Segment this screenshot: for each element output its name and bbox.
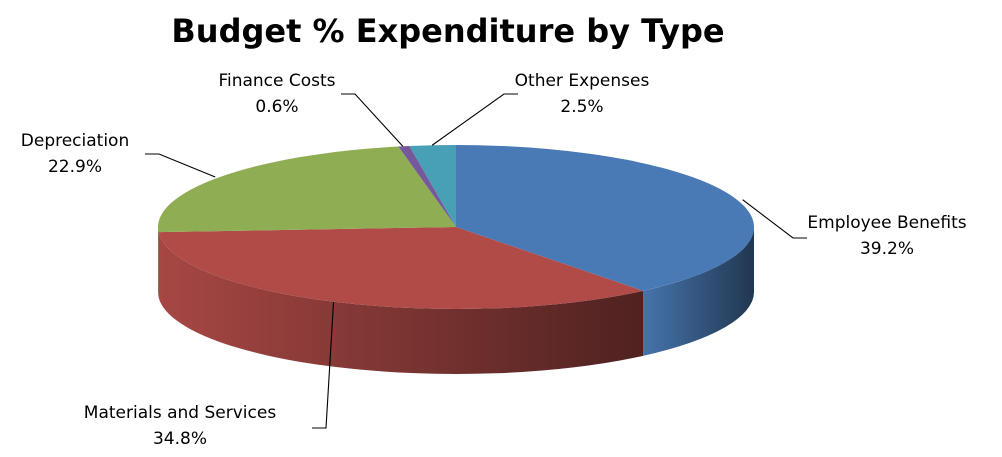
leader-line-1: [742, 199, 807, 239]
slice-label-4: Finance Costs: [218, 71, 335, 91]
pie-slice-side-3: [158, 227, 159, 298]
pie-slices: [158, 145, 754, 309]
slice-label-1: Employee Benefits: [807, 213, 966, 233]
slice-value-label-2: 34.8%: [153, 429, 207, 449]
slice-value-label-4: 0.6%: [255, 97, 298, 117]
leader-line-2: [312, 302, 335, 429]
pie-slice-4: [398, 146, 456, 227]
pie-slice-2: [158, 227, 644, 309]
leader-line-4: [341, 93, 404, 147]
pie-slice-side-1: [643, 227, 754, 356]
pie-slice-side-2: [158, 232, 644, 374]
slice-value-label-3: 22.9%: [48, 157, 102, 177]
leader-lines: [145, 93, 807, 429]
leader-line-3: [145, 153, 216, 178]
slice-label-2: Materials and Services: [84, 403, 277, 423]
leader-line-5: [431, 93, 518, 146]
slice-label-3: Depreciation: [21, 131, 129, 151]
slice-label-5: Other Expenses: [515, 71, 650, 91]
slice-labels: Employee Benefits 39.2% Materials and Serv…: [21, 71, 967, 449]
pie-slice-3: [158, 146, 456, 233]
chart-title: Budget % Expenditure by Type: [171, 12, 724, 50]
slice-value-label-5: 2.5%: [560, 97, 603, 117]
pie-slice-5: [409, 145, 456, 227]
slice-value-label-1: 39.2%: [860, 239, 914, 259]
pie-slice-1: [456, 145, 754, 291]
pie-sides: [158, 227, 754, 374]
